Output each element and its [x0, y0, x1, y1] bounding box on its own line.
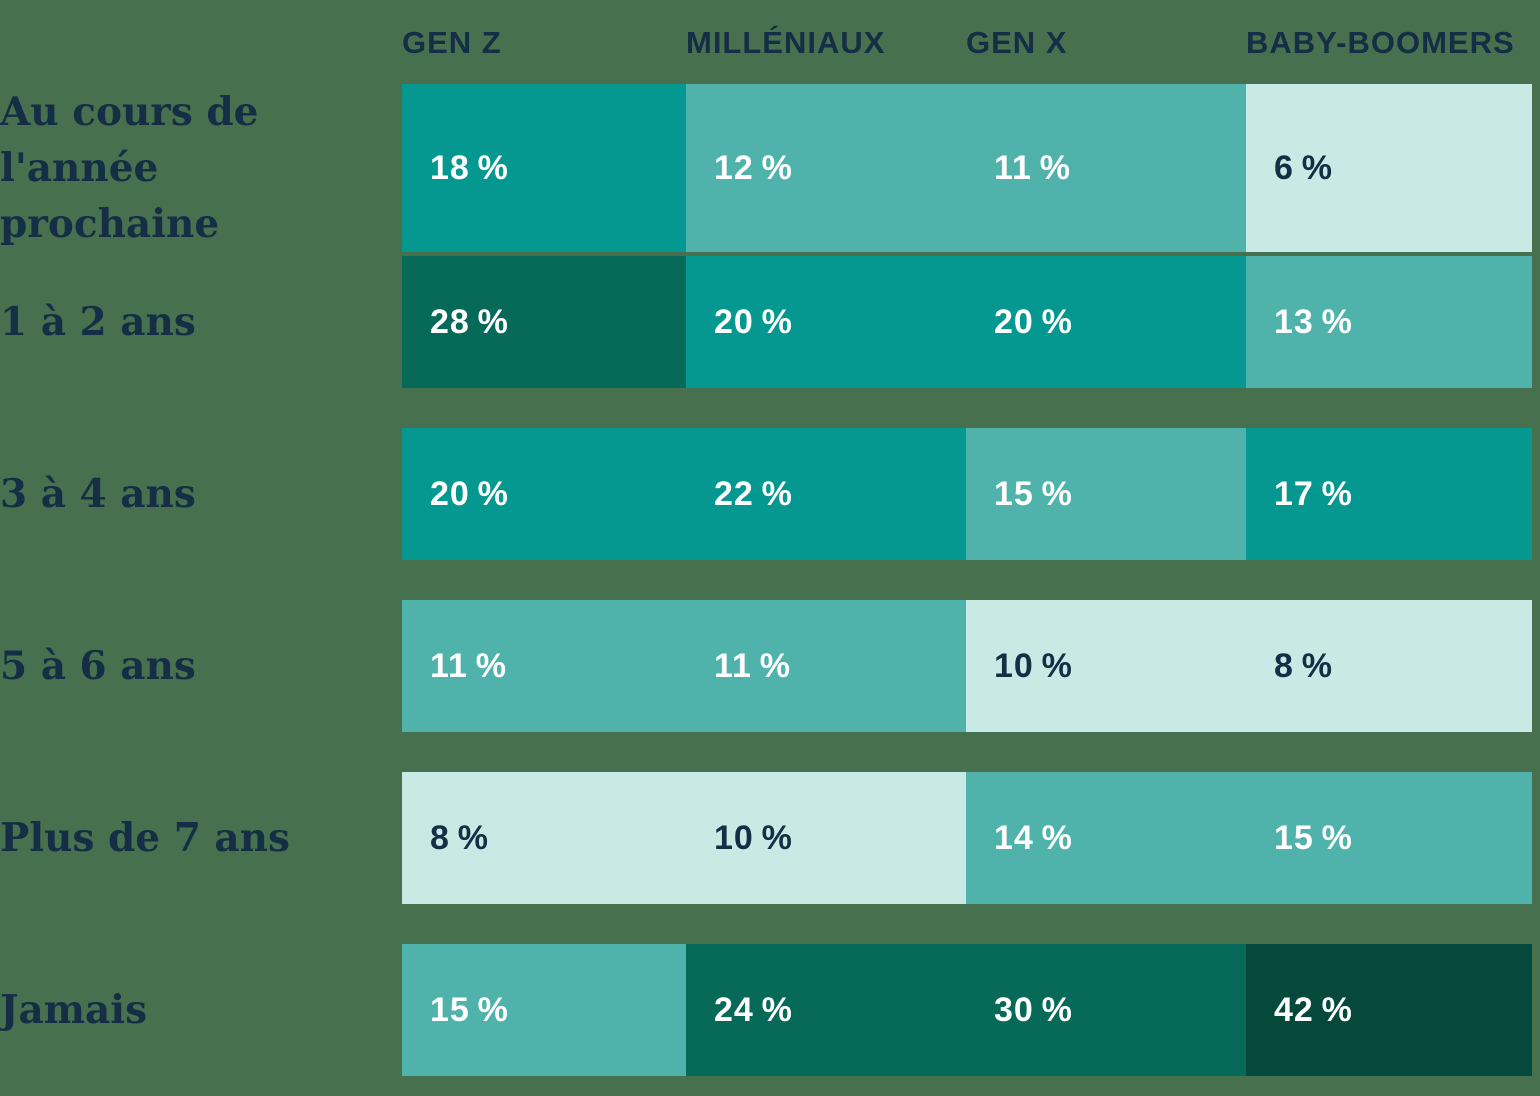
heatmap-cell: 11 % — [402, 600, 686, 732]
table-row: 5 à 6 ans 11 % 11 % 10 % 8 % — [0, 600, 1532, 732]
column-headers-row: GEN Z MILLÉNIAUX GEN X BABY-BOOMERS — [0, 0, 1532, 60]
row-label: Jamais — [0, 987, 148, 1033]
table-row: Plus de 7 ans 8 % 10 % 14 % 15 % — [0, 772, 1532, 904]
heatmap-cell: 28 % — [402, 256, 686, 388]
heatmap-cell: 20 % — [966, 256, 1246, 388]
heatmap-cell: 8 % — [1246, 600, 1532, 732]
cell-value: 20 % — [430, 474, 509, 513]
cell-value: 15 % — [994, 474, 1073, 513]
cell-value: 11 % — [430, 646, 507, 685]
cell-value: 13 % — [1274, 302, 1353, 341]
table-row: 1 à 2 ans 28 % 20 % 20 % 13 % — [0, 256, 1532, 388]
heatmap-cell: 15 % — [966, 428, 1246, 560]
row-label: Plus de 7 ans — [0, 815, 290, 861]
cell-value: 22 % — [714, 474, 793, 513]
row-label: 1 à 2 ans — [0, 299, 196, 345]
heatmap-cell: 8 % — [402, 772, 686, 904]
cell-value: 8 % — [1274, 646, 1333, 685]
row-label: 3 à 4 ans — [0, 471, 196, 517]
table-row: Au cours de l'année prochaine 18 % 12 % 11 … — [0, 84, 1532, 252]
heatmap-cell: 24 % — [686, 944, 966, 1076]
cell-value: 14 % — [994, 818, 1073, 857]
table-row: 3 à 4 ans 20 % 22 % 15 % 17 % — [0, 428, 1532, 560]
cell-value: 18 % — [430, 148, 509, 187]
heatmap-cell: 13 % — [1246, 256, 1532, 388]
column-header: BABY-BOOMERS — [1246, 25, 1515, 60]
column-header: MILLÉNIAUX — [686, 25, 886, 60]
heatmap-cell: 15 % — [1246, 772, 1532, 904]
header-spacer — [0, 26, 402, 60]
row-label: Au cours de l'année prochaine — [0, 89, 259, 247]
heatmap-cell: 10 % — [966, 600, 1246, 732]
cell-value: 30 % — [994, 990, 1073, 1029]
cell-value: 28 % — [430, 302, 509, 341]
cell-value: 15 % — [430, 990, 509, 1029]
cell-value: 15 % — [1274, 818, 1353, 857]
cell-value: 24 % — [714, 990, 793, 1029]
heatmap-cell: 10 % — [686, 772, 966, 904]
heatmap-cell: 42 % — [1246, 944, 1532, 1076]
column-header: GEN Z — [402, 25, 502, 60]
row-label: 5 à 6 ans — [0, 643, 196, 689]
heatmap-cell: 30 % — [966, 944, 1246, 1076]
heatmap-cell: 6 % — [1246, 84, 1532, 252]
cell-value: 11 % — [994, 148, 1071, 187]
cell-value: 10 % — [994, 646, 1073, 685]
column-header: GEN X — [966, 25, 1068, 60]
cell-value: 10 % — [714, 818, 793, 857]
cell-value: 20 % — [994, 302, 1073, 341]
cell-value: 42 % — [1274, 990, 1353, 1029]
heatmap-cell: 20 % — [686, 256, 966, 388]
heatmap-cell: 11 % — [686, 600, 966, 732]
heatmap-rows: Au cours de l'année prochaine 18 % 12 % 11 … — [0, 84, 1532, 1076]
heatmap-cell: 11 % — [966, 84, 1246, 252]
heatmap-cell: 14 % — [966, 772, 1246, 904]
cell-value: 12 % — [714, 148, 793, 187]
heatmap-cell: 17 % — [1246, 428, 1532, 560]
heatmap-cell: 22 % — [686, 428, 966, 560]
cell-value: 11 % — [714, 646, 791, 685]
cell-value: 20 % — [714, 302, 793, 341]
heatmap-cell: 12 % — [686, 84, 966, 252]
cell-value: 8 % — [430, 818, 489, 857]
cell-value: 17 % — [1274, 474, 1353, 513]
cell-value: 6 % — [1274, 148, 1333, 187]
heatmap-cell: 18 % — [402, 84, 686, 252]
heatmap-cell: 20 % — [402, 428, 686, 560]
heatmap-cell: 15 % — [402, 944, 686, 1076]
table-row: Jamais 15 % 24 % 30 % 42 % — [0, 944, 1532, 1076]
